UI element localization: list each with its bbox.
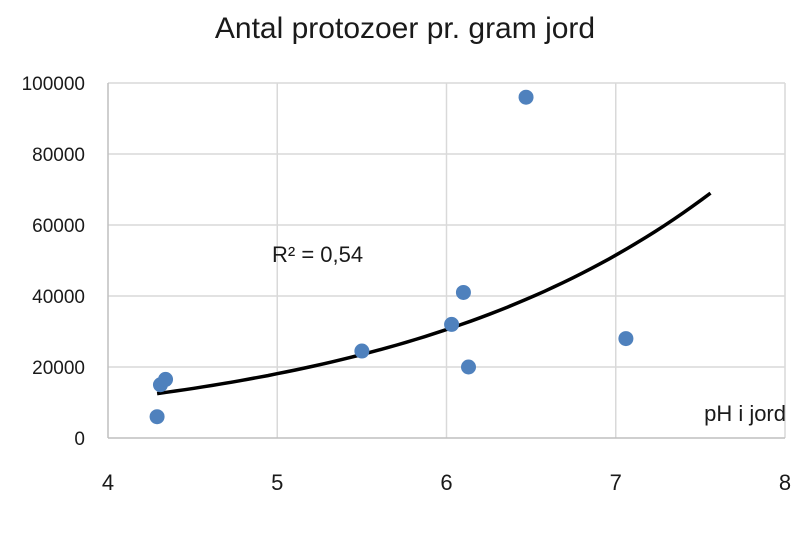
data-point — [618, 331, 634, 347]
x-tick-labels: 4 5 6 7 8 — [102, 470, 791, 495]
data-points — [149, 89, 634, 425]
x-tick-label: 5 — [271, 470, 283, 495]
data-point — [158, 371, 174, 387]
y-tick-label: 20000 — [32, 358, 85, 379]
grid-lines — [108, 82, 786, 438]
data-point — [461, 359, 477, 375]
x-tick-label: 6 — [440, 470, 452, 495]
r-squared-annotation: R² = 0,54 — [272, 242, 363, 267]
y-tick-label: 100000 — [22, 74, 85, 95]
chart-title: Antal protozoer pr. gram jord — [215, 12, 595, 45]
x-axis-label: pH i jord — [704, 401, 786, 426]
data-point — [518, 89, 534, 105]
y-tick-label: 40000 — [32, 287, 85, 308]
data-point — [354, 343, 370, 359]
x-tick-label: 8 — [779, 470, 791, 495]
y-tick-label: 0 — [74, 429, 85, 450]
data-point — [444, 316, 460, 332]
exponential-trendline — [156, 191, 712, 396]
data-point — [455, 284, 471, 300]
y-tick-label: 60000 — [32, 216, 85, 237]
axes — [107, 83, 785, 439]
x-tick-label: 4 — [102, 470, 114, 495]
data-point — [149, 409, 165, 425]
y-tick-labels: 0 20000 40000 60000 80000 100000 — [22, 74, 85, 450]
y-tick-label: 80000 — [32, 145, 85, 166]
x-tick-label: 7 — [610, 470, 622, 495]
